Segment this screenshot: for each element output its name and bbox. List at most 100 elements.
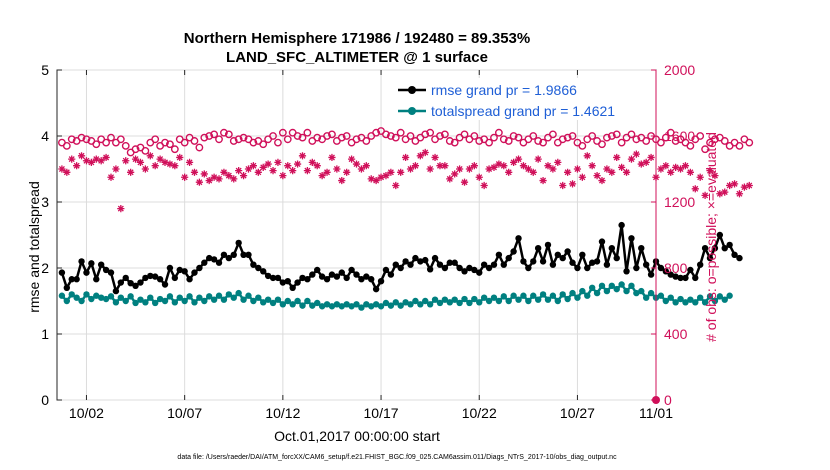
data-point	[584, 292, 591, 299]
data-point	[338, 269, 345, 276]
data-point	[422, 256, 429, 264]
data-point	[721, 245, 728, 252]
data-point	[343, 301, 350, 308]
obs-possible-point	[342, 132, 351, 140]
obs-evaluated-point	[274, 158, 282, 166]
obs-evaluated-point	[377, 173, 385, 181]
data-point	[161, 281, 169, 288]
data-point	[132, 282, 139, 290]
y-tick-label-left: 5	[41, 62, 49, 78]
obs-evaluated-point	[431, 153, 439, 162]
obs-evaluated-point	[745, 181, 753, 190]
data-point	[574, 264, 581, 272]
obs-evaluated-point	[534, 155, 542, 163]
data-point	[633, 264, 640, 272]
data-point	[368, 303, 375, 310]
data-point	[476, 299, 483, 306]
obs-possible-point	[352, 135, 361, 144]
data-point	[147, 272, 154, 280]
obs-possible-point	[494, 128, 503, 137]
obs-evaluated-point	[308, 158, 316, 166]
data-point	[328, 271, 336, 278]
data-point	[642, 294, 650, 301]
data-point	[353, 301, 360, 308]
obs-possible-point	[180, 138, 189, 147]
obs-possible-point	[77, 133, 86, 142]
obs-evaluated-point	[97, 157, 105, 165]
data-point	[677, 274, 684, 282]
data-point	[314, 299, 321, 307]
obs-evaluated-point	[539, 176, 547, 185]
obs-evaluated-point	[239, 172, 248, 180]
obs-evaluated-point	[446, 175, 454, 183]
data-point	[471, 295, 478, 303]
obs-possible-point	[568, 132, 577, 140]
obs-possible-point	[323, 132, 331, 140]
data-point	[721, 296, 728, 303]
obs-evaluated-point	[244, 165, 253, 173]
obs-possible-point	[239, 133, 248, 142]
obs-evaluated-point	[519, 162, 528, 170]
data-point	[304, 276, 311, 283]
obs-evaluated-point	[564, 168, 572, 176]
obs-evaluated-point	[397, 168, 405, 176]
obs-evaluated-point	[136, 158, 145, 166]
data-point	[137, 296, 144, 303]
data-point	[633, 289, 640, 297]
data-point	[706, 254, 714, 262]
data-point	[628, 282, 635, 290]
obs-possible-point	[141, 146, 150, 155]
data-point	[426, 266, 434, 273]
obs-possible-point	[372, 128, 381, 137]
data-point	[574, 294, 581, 301]
data-point	[534, 245, 542, 252]
y-tick-label-left: 3	[41, 194, 49, 210]
obs-possible-point	[224, 130, 233, 139]
data-point	[510, 292, 517, 299]
data-point	[544, 296, 552, 303]
obs-evaluated-point	[411, 162, 420, 170]
data-point	[156, 295, 164, 303]
data-point	[603, 287, 611, 295]
data-point	[358, 304, 365, 311]
data-point	[264, 272, 272, 280]
data-point	[215, 259, 223, 266]
obs-evaluated-point	[372, 176, 380, 185]
obs-possible-point	[666, 128, 675, 137]
data-point	[333, 273, 341, 280]
data-point	[672, 273, 679, 280]
data-point	[515, 296, 522, 303]
data-point	[549, 292, 557, 299]
data-point	[466, 264, 473, 272]
data-point	[348, 266, 355, 274]
obs-possible-point	[205, 132, 214, 140]
data-point	[510, 248, 517, 255]
data-point	[441, 264, 449, 272]
obs-evaluated-point	[676, 165, 685, 173]
data-point	[58, 269, 66, 276]
data-point	[618, 281, 625, 288]
data-point	[456, 299, 463, 307]
obs-possible-point	[121, 141, 130, 150]
data-point	[422, 297, 429, 305]
obs-evaluated-point	[475, 173, 483, 181]
obs-evaluated-point	[284, 162, 292, 170]
data-point	[520, 258, 527, 265]
data-point	[83, 291, 90, 298]
data-point	[431, 254, 439, 262]
data-point	[672, 299, 679, 306]
obs-evaluated-point	[200, 170, 208, 178]
data-point	[191, 299, 198, 306]
obs-evaluated-point	[529, 168, 537, 176]
obs-evaluated-point	[588, 162, 596, 170]
obs-possible-point	[504, 137, 513, 145]
obs-evaluated-point	[701, 191, 709, 199]
data-point	[564, 248, 571, 255]
obs-evaluated-point	[392, 181, 400, 190]
obs-evaluated-point	[318, 172, 326, 180]
data-point	[166, 293, 174, 300]
data-point	[726, 292, 733, 299]
obs-evaluated-point	[205, 176, 213, 185]
data-point	[569, 289, 576, 297]
obs-evaluated-point	[667, 168, 675, 176]
